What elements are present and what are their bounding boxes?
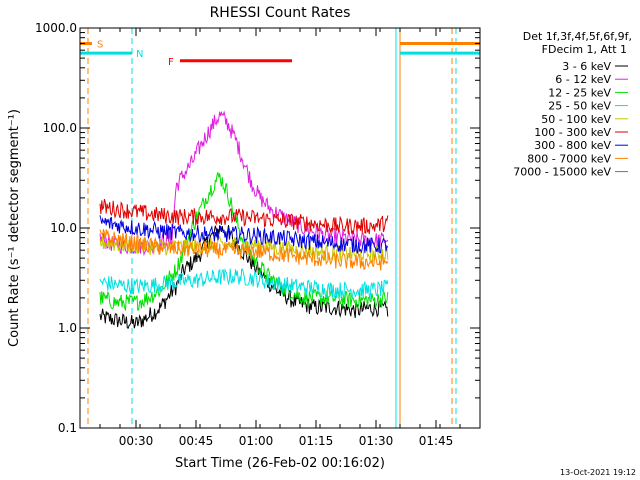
legend-label-1: 6 - 12 keV [555, 73, 611, 86]
x-tick-label: 00:30 [119, 434, 154, 448]
legend-label-4: 50 - 100 keV [541, 113, 611, 126]
legend-label-0: 3 - 6 keV [562, 60, 611, 73]
markers-group: S N F [80, 39, 480, 68]
x-tick-label: 01:45 [419, 434, 454, 448]
series-line-3 [99, 268, 389, 300]
legend-label-6: 300 - 800 keV [534, 139, 611, 152]
y-tick-label: 10.0 [50, 221, 77, 235]
legend-label-5: 100 - 300 keV [534, 126, 611, 139]
x-axis-label: Start Time (26-Feb-02 00:16:02) [175, 456, 385, 471]
legend-header-line-1: Det 1f,3f,4f,5f,6f,9f, [523, 30, 632, 43]
y-tick-label: 0.1 [58, 421, 77, 435]
series-line-7 [99, 228, 389, 271]
x-tick-label: 01:00 [239, 434, 274, 448]
series-line-5 [99, 198, 389, 236]
x-tick-label: 01:30 [359, 434, 394, 448]
y-axis-label: Count Rate (s⁻¹ detector segment⁻¹) [7, 109, 22, 347]
footer-date: 13-Oct-2021 19:12 [560, 468, 636, 477]
series-line-0 [99, 225, 389, 329]
y-tick-label: 100.0 [43, 121, 77, 135]
marker-label-n: N [136, 49, 143, 60]
y-tick-label: 1.0 [58, 321, 77, 335]
y-tick-label: 1000.0 [35, 21, 77, 35]
legend-label-2: 12 - 25 keV [548, 86, 611, 99]
series-line-4 [99, 234, 389, 263]
marker-label-s: S [97, 39, 103, 50]
axes-group: 00:30 00:45 01:00 01:15 01:30 01:45 0.1 1.0 10.0… [35, 21, 481, 448]
legend-label-3: 25 - 50 keV [548, 100, 611, 113]
marker-label-f: F [168, 57, 174, 68]
x-tick-label: 01:15 [299, 434, 334, 448]
legend-label-8: 7000 - 15000 keV [513, 166, 611, 179]
legend-label-7: 800 - 7000 keV [527, 152, 611, 165]
x-tick-label: 00:45 [179, 434, 214, 448]
chart-title: RHESSI Count Rates [210, 5, 351, 21]
legend-header-line-2: FDecim 1, Att 1 [542, 43, 627, 56]
legend: Det 1f,3f,4f,5f,6f,9f, FDecim 1, Att 1 3… [513, 30, 632, 179]
series-line-6 [99, 215, 389, 255]
series-group [99, 110, 389, 329]
